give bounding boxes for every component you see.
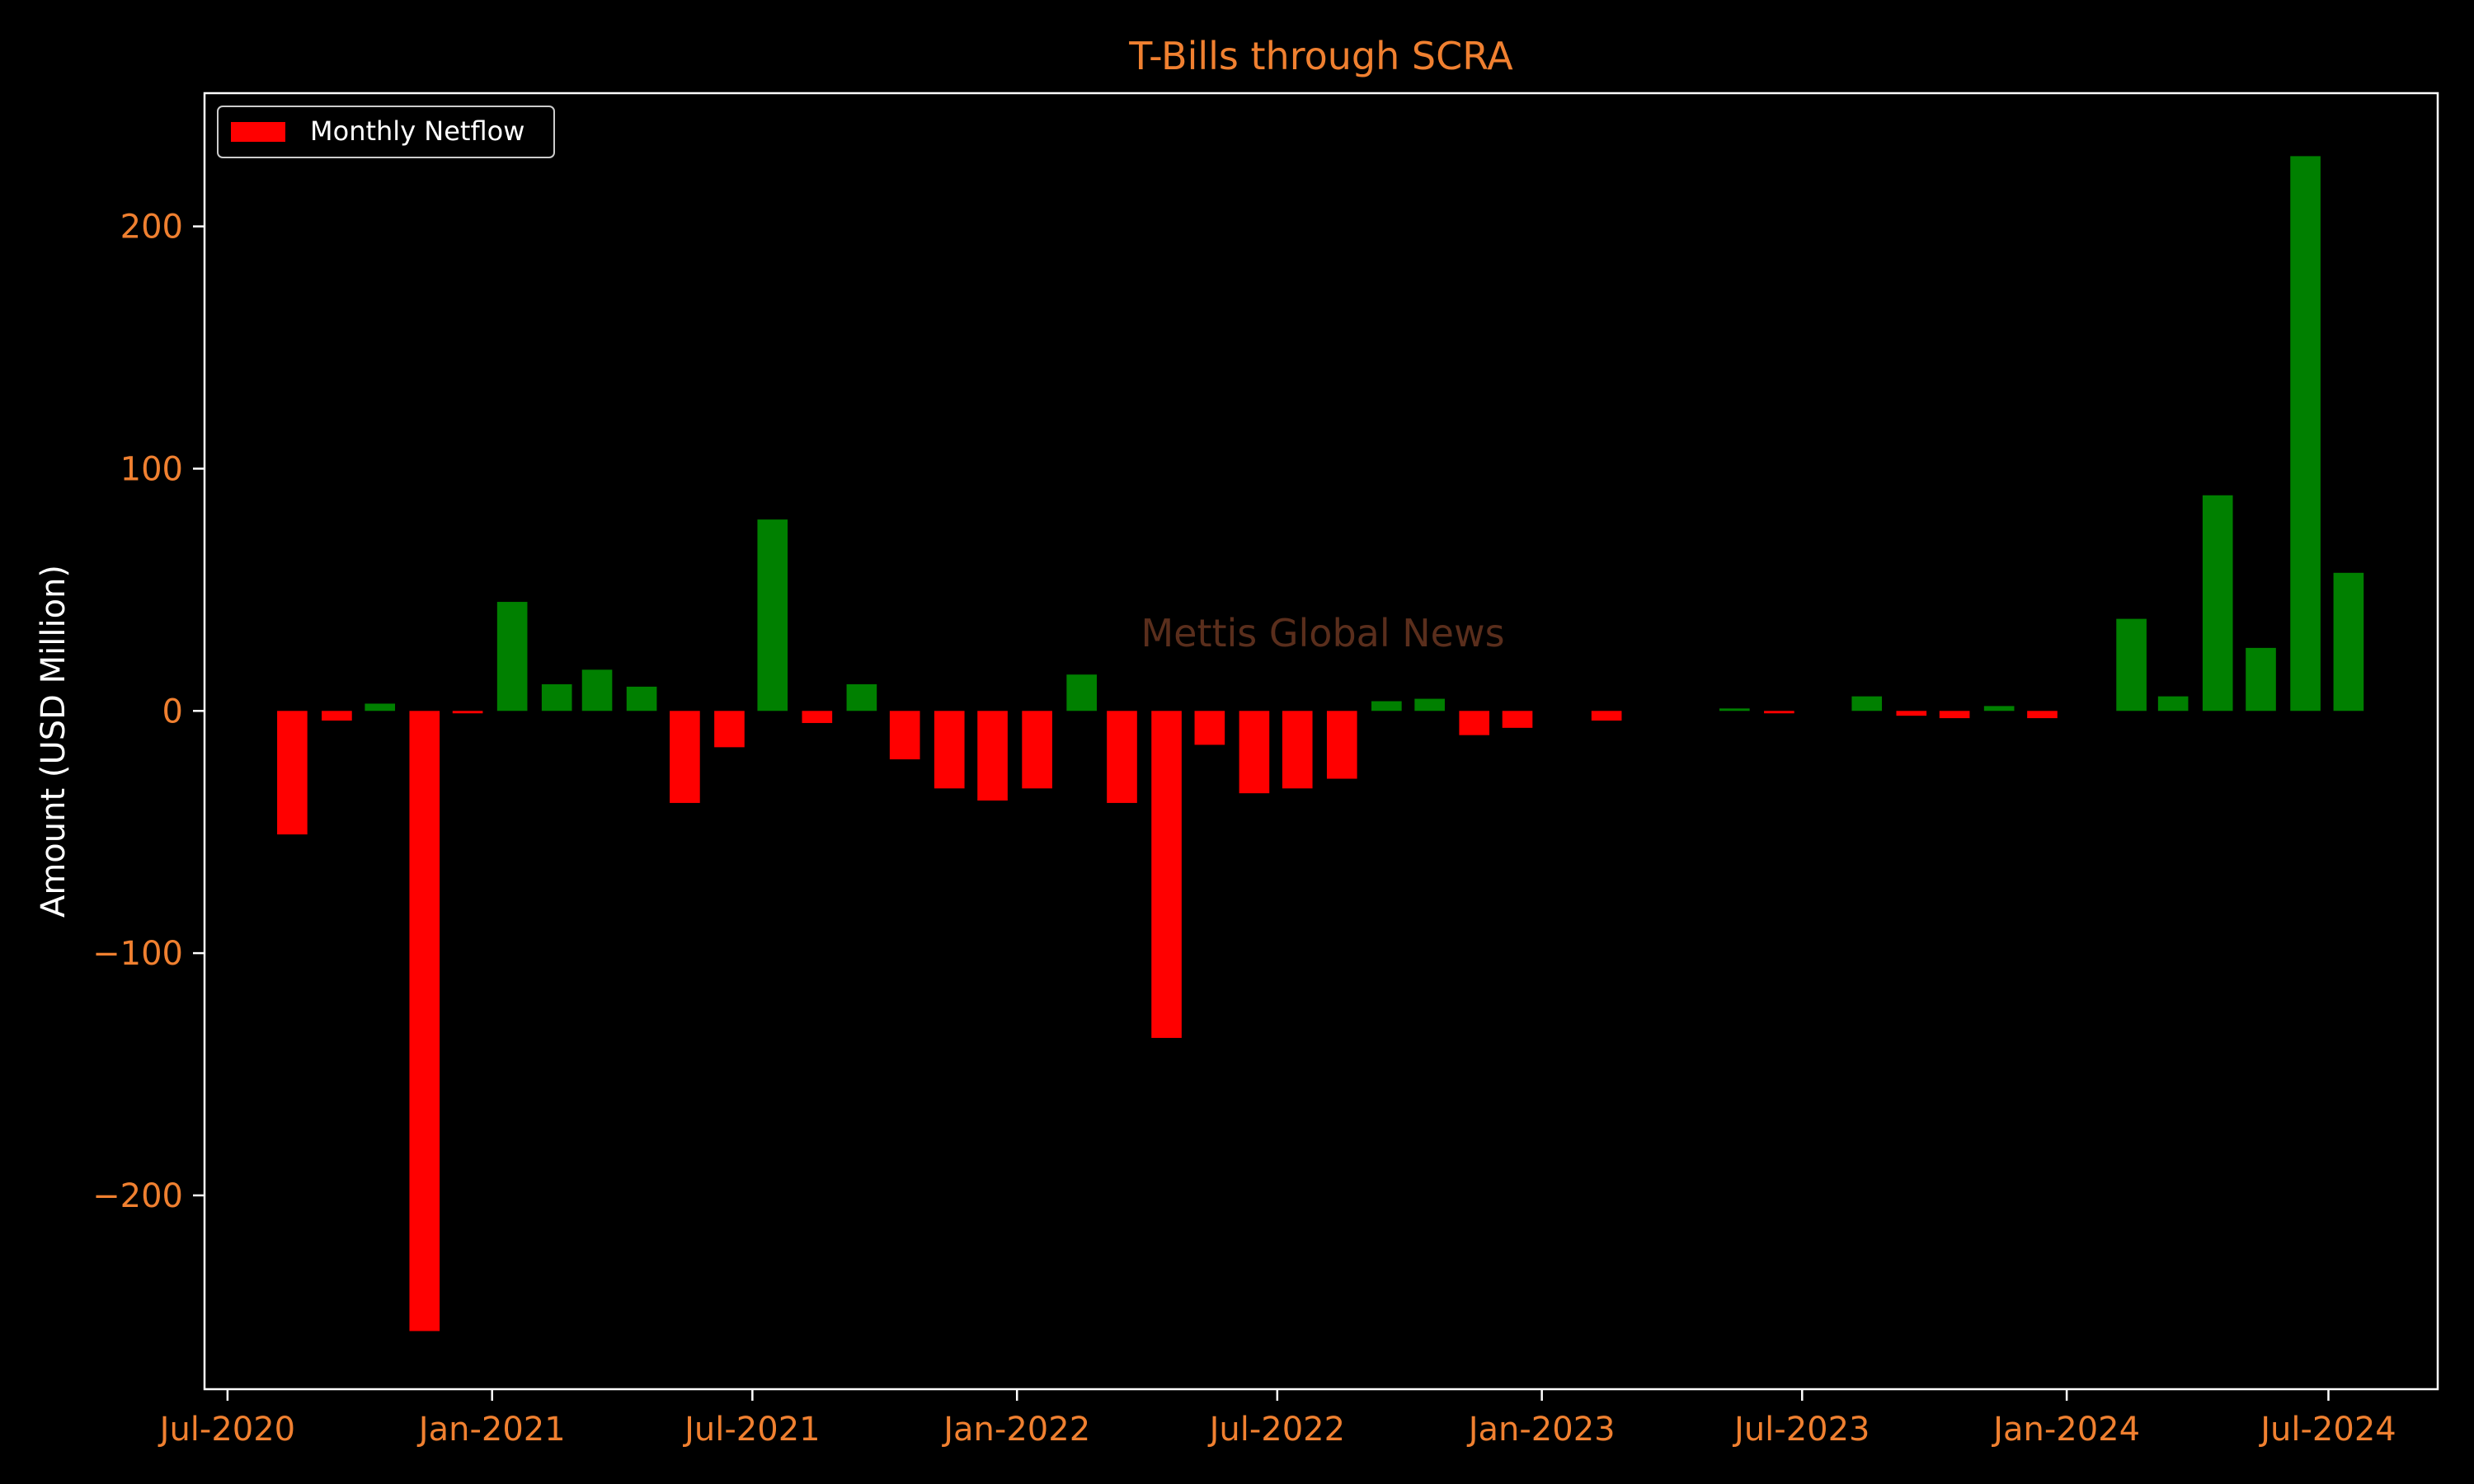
bar-2021-05-01: [670, 711, 700, 803]
bar-2020-09-01: [322, 711, 352, 721]
x-tick-label: Jan-2021: [416, 1411, 566, 1449]
bar-2023-12-01: [2027, 711, 2058, 719]
bar-2021-12-01: [977, 711, 1008, 801]
bar-2021-11-01: [934, 711, 965, 789]
y-axis: −200 −100 0 100 200: [92, 209, 205, 1215]
x-tick-label: Jul-2020: [158, 1411, 296, 1449]
bar-2022-02-01: [1066, 674, 1097, 711]
x-tick-label: Jul-2021: [682, 1411, 821, 1449]
bar-2022-08-01: [1326, 711, 1357, 779]
y-tick-label: 0: [162, 693, 183, 730]
bar-2024-05-01: [2246, 647, 2276, 711]
bar-2023-02-01: [1591, 711, 1622, 721]
bar-2023-11-01: [1983, 706, 2015, 711]
bar-2022-09-01: [1371, 701, 1402, 711]
x-tick-label: Jul-2022: [1207, 1411, 1346, 1449]
bar-2020-08-01: [277, 711, 308, 835]
bar-2021-10-01: [889, 711, 920, 760]
bar-2021-04-01: [626, 686, 657, 711]
bar-2020-10-01: [365, 703, 396, 711]
bar-2022-05-01: [1194, 711, 1225, 745]
y-tick-label: −100: [92, 935, 183, 973]
bar-2024-04-01: [2202, 495, 2233, 711]
bar-2023-09-01: [1896, 711, 1927, 716]
bar-2022-03-01: [1107, 711, 1137, 803]
y-axis-label: Amount (USD Million): [35, 565, 73, 918]
x-axis: Jul-2020 Jan-2021 Jul-2021 Jan-2022 Jul-2022…: [158, 1389, 2396, 1449]
bar-2023-06-01: [1764, 711, 1794, 714]
bar-2022-01-01: [1022, 711, 1052, 789]
bar-2021-03-01: [581, 669, 613, 711]
y-tick-label: 200: [120, 209, 183, 247]
watermark: Mettis Global News: [1141, 611, 1504, 655]
plot-frame: [203, 92, 2439, 1391]
bar-2022-04-01: [1151, 711, 1182, 1038]
y-tick-label: 100: [120, 450, 183, 488]
bar-2021-07-01: [757, 519, 788, 711]
bar-2021-01-01: [496, 602, 528, 711]
bar-2021-06-01: [714, 711, 745, 748]
bar-2022-07-01: [1282, 711, 1313, 789]
bar-2023-10-01: [1939, 711, 1970, 719]
bar-2022-12-01: [1502, 711, 1533, 728]
bars-group: [277, 156, 2364, 1331]
bar-2020-12-01: [452, 711, 483, 714]
bar-2024-07-01: [2333, 572, 2364, 711]
bar-2020-11-01: [409, 711, 440, 1331]
bar-2022-11-01: [1459, 711, 1490, 735]
bar-2021-08-01: [802, 711, 833, 723]
bar-2024-03-01: [2157, 696, 2189, 711]
bar-2024-06-01: [2290, 156, 2321, 711]
chart-title: T-Bills through SCRA: [1128, 34, 1513, 78]
legend-swatch: [231, 122, 285, 142]
x-tick-label: Jan-2022: [941, 1411, 1090, 1449]
bar-2021-02-01: [541, 683, 572, 711]
x-tick-label: Jul-2023: [1732, 1411, 1870, 1449]
bar-2023-08-01: [1851, 696, 1883, 711]
y-tick-label: −200: [92, 1177, 183, 1215]
legend: Monthly Netflow: [217, 106, 555, 158]
legend-label: Monthly Netflow: [310, 115, 524, 147]
bar-2022-06-01: [1239, 711, 1270, 794]
bar-2024-02-01: [2116, 618, 2147, 711]
bar-2023-05-01: [1719, 708, 1750, 711]
legend-box: [217, 106, 555, 158]
x-tick-label: Jul-2024: [2258, 1411, 2396, 1449]
bar-2022-10-01: [1414, 698, 1445, 711]
x-tick-label: Jan-2024: [1991, 1411, 2140, 1449]
bar-2021-09-01: [846, 683, 877, 711]
x-tick-label: Jan-2023: [1466, 1411, 1616, 1449]
